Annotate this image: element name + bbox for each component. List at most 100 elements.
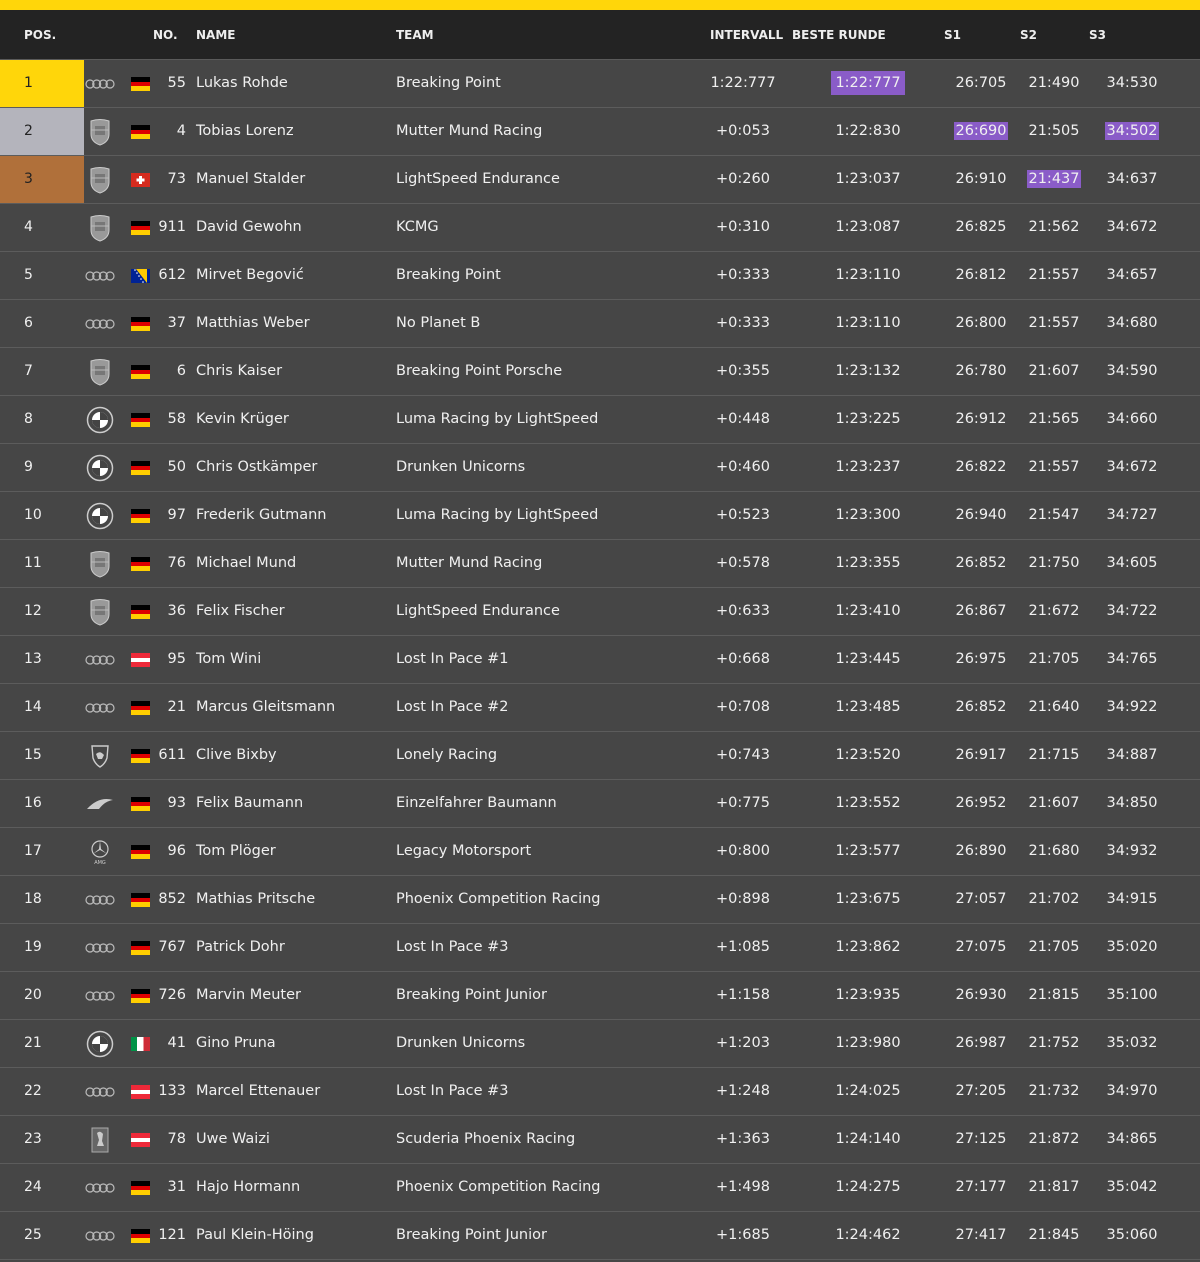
table-row[interactable]: 23 78 Uwe Waizi Scuderia Phoenix Racing +1:3… bbox=[0, 1116, 1200, 1164]
table-row[interactable]: 21 41 Gino Pruna Drunken Unicorns +1:203 1:23… bbox=[0, 1020, 1200, 1068]
col-no[interactable]: NO. bbox=[153, 28, 178, 42]
col-team[interactable]: TEAM bbox=[396, 28, 434, 42]
team-name[interactable]: Scuderia Phoenix Racing bbox=[396, 1131, 576, 1147]
team-name[interactable]: LightSpeed Endurance bbox=[396, 171, 560, 187]
driver-name[interactable]: Mathias Pritsche bbox=[196, 891, 316, 907]
sector-3: 35:020 bbox=[1097, 939, 1167, 955]
table-row[interactable]: 1 55 Lukas Rohde Breaking Point 1:22:777 1:22… bbox=[0, 60, 1200, 108]
position: 4 bbox=[24, 219, 33, 235]
team-name[interactable]: Lost In Pace #3 bbox=[396, 1083, 509, 1099]
col-best-lap[interactable]: BESTE RUNDE bbox=[792, 28, 886, 42]
table-row[interactable]: 24 31 Hajo Hormann Phoenix Competition Raci… bbox=[0, 1164, 1200, 1212]
sector-2-value: 21:547 bbox=[1028, 507, 1080, 523]
driver-name[interactable]: Kevin Krüger bbox=[196, 411, 289, 427]
driver-name[interactable]: Marcus Gleitsmann bbox=[196, 699, 336, 715]
sector-2-value: 21:817 bbox=[1028, 1179, 1080, 1195]
table-row[interactable]: 17 AMG 96 Tom Plöger Legacy Motorsport +0:800… bbox=[0, 828, 1200, 876]
team-name[interactable]: Einzelfahrer Baumann bbox=[396, 795, 557, 811]
driver-name[interactable]: Frederik Gutmann bbox=[196, 507, 327, 523]
position: 10 bbox=[24, 507, 42, 523]
team-name[interactable]: Lost In Pace #2 bbox=[396, 699, 509, 715]
team-name[interactable]: Breaking Point bbox=[396, 75, 501, 91]
col-interval[interactable]: INTERVALL bbox=[710, 28, 784, 42]
driver-name[interactable]: Gino Pruna bbox=[196, 1035, 276, 1051]
interval-value: +0:053 bbox=[716, 123, 770, 139]
table-row[interactable]: 16 93 Felix Baumann Einzelfahrer Baumann +0:… bbox=[0, 780, 1200, 828]
driver-name[interactable]: Chris Kaiser bbox=[196, 363, 283, 379]
team-name[interactable]: Legacy Motorsport bbox=[396, 843, 532, 859]
car-number: 6 bbox=[176, 363, 186, 379]
table-row[interactable]: 19 767 Patrick Dohr Lost In Pace #3 +1:085 1:… bbox=[0, 924, 1200, 972]
driver-name[interactable]: Felix Baumann bbox=[196, 795, 304, 811]
table-row[interactable]: 14 21 Marcus Gleitsmann Lost In Pace #2 +0:7… bbox=[0, 684, 1200, 732]
driver-name[interactable]: Hajo Hormann bbox=[196, 1179, 301, 1195]
table-row[interactable]: 12 36 Felix Fischer LightSpeed Endurance +0:… bbox=[0, 588, 1200, 636]
table-row[interactable]: 3 73 Manuel Stalder LightSpeed Endurance +0:… bbox=[0, 156, 1200, 204]
team-name[interactable]: Mutter Mund Racing bbox=[396, 123, 543, 139]
team-name[interactable]: Luma Racing by LightSpeed bbox=[396, 411, 599, 427]
team-name[interactable]: Lost In Pace #1 bbox=[396, 651, 509, 667]
interval: +1:158 bbox=[703, 987, 783, 1003]
driver-name[interactable]: Felix Fischer bbox=[196, 603, 285, 619]
table-row[interactable]: 22 133 Marcel Ettenauer Lost In Pace #3 +1:2… bbox=[0, 1068, 1200, 1116]
driver-name[interactable]: Tom Wini bbox=[196, 651, 262, 667]
table-row[interactable]: 7 6 Chris Kaiser Breaking Point Porsche +0:3… bbox=[0, 348, 1200, 396]
team-name[interactable]: Drunken Unicorns bbox=[396, 1035, 526, 1051]
table-row[interactable]: 11 76 Michael Mund Mutter Mund Racing +0:578… bbox=[0, 540, 1200, 588]
col-pos[interactable]: POS. bbox=[24, 28, 57, 42]
team-name[interactable]: Breaking Point Porsche bbox=[396, 363, 563, 379]
driver-name[interactable]: Uwe Waizi bbox=[196, 1131, 270, 1147]
position: 24 bbox=[24, 1179, 42, 1195]
driver-name[interactable]: Manuel Stalder bbox=[196, 171, 306, 187]
driver-name[interactable]: Paul Klein-Höing bbox=[196, 1227, 314, 1243]
table-row[interactable]: 9 50 Chris Ostkämper Drunken Unicorns +0:460… bbox=[0, 444, 1200, 492]
table-row[interactable]: 10 97 Frederik Gutmann Luma Racing by Light… bbox=[0, 492, 1200, 540]
table-row[interactable]: 20 726 Marvin Meuter Breaking Point Junior +… bbox=[0, 972, 1200, 1020]
driver-name[interactable]: Chris Ostkämper bbox=[196, 459, 318, 475]
team-name[interactable]: Lonely Racing bbox=[396, 747, 498, 763]
driver-name[interactable]: Clive Bixby bbox=[196, 747, 277, 763]
team-name[interactable]: Breaking Point bbox=[396, 267, 501, 283]
team-name[interactable]: LightSpeed Endurance bbox=[396, 603, 560, 619]
table-row[interactable]: 8 58 Kevin Krüger Luma Racing by LightSpeed… bbox=[0, 396, 1200, 444]
col-s3[interactable]: S3 bbox=[1089, 28, 1106, 42]
sector-3: 34:590 bbox=[1097, 363, 1167, 379]
team-name[interactable]: Lost In Pace #3 bbox=[396, 939, 509, 955]
sector-3-value: 34:530 bbox=[1106, 75, 1158, 91]
driver-name[interactable]: Marvin Meuter bbox=[196, 987, 301, 1003]
table-row[interactable]: 6 37 Matthias Weber No Planet B +0:333 1:23:1… bbox=[0, 300, 1200, 348]
driver-name[interactable]: Lukas Rohde bbox=[196, 75, 288, 91]
driver-name[interactable]: David Gewohn bbox=[196, 219, 302, 235]
table-row[interactable]: 4 911 David Gewohn KCMG +0:310 1:23:087 26:825… bbox=[0, 204, 1200, 252]
position: 19 bbox=[24, 939, 42, 955]
driver-name[interactable]: Michael Mund bbox=[196, 555, 297, 571]
team-name[interactable]: Phoenix Competition Racing bbox=[396, 891, 601, 907]
table-row[interactable]: 5 612 Mirvet Begović Breaking Point +0:333 1:… bbox=[0, 252, 1200, 300]
col-s2[interactable]: S2 bbox=[1020, 28, 1037, 42]
driver-name[interactable]: Tobias Lorenz bbox=[196, 123, 294, 139]
driver-name[interactable]: Mirvet Begović bbox=[196, 267, 304, 283]
driver-name[interactable]: Tom Plöger bbox=[196, 843, 276, 859]
interval: +1:685 bbox=[703, 1227, 783, 1243]
driver-name[interactable]: Matthias Weber bbox=[196, 315, 310, 331]
position: 6 bbox=[24, 315, 33, 331]
table-row[interactable]: 13 95 Tom Wini Lost In Pace #1 +0:668 1:23:44… bbox=[0, 636, 1200, 684]
col-s1[interactable]: S1 bbox=[944, 28, 961, 42]
table-row[interactable]: 25 121 Paul Klein-Höing Breaking Point Juni… bbox=[0, 1212, 1200, 1260]
table-row[interactable]: 18 852 Mathias Pritsche Phoenix Competition… bbox=[0, 876, 1200, 924]
driver-name[interactable]: Patrick Dohr bbox=[196, 939, 285, 955]
team-name[interactable]: KCMG bbox=[396, 219, 439, 235]
team-name[interactable]: Mutter Mund Racing bbox=[396, 555, 543, 571]
driver-name[interactable]: Marcel Ettenauer bbox=[196, 1083, 321, 1099]
table-row[interactable]: 2 4 Tobias Lorenz Mutter Mund Racing +0:053 1… bbox=[0, 108, 1200, 156]
team-name[interactable]: Breaking Point Junior bbox=[396, 1227, 547, 1243]
porsche-logo-icon bbox=[84, 215, 116, 242]
best-lap-value: 1:23:485 bbox=[835, 699, 901, 715]
team-name[interactable]: Breaking Point Junior bbox=[396, 987, 547, 1003]
team-name[interactable]: Luma Racing by LightSpeed bbox=[396, 507, 599, 523]
col-name[interactable]: NAME bbox=[196, 28, 236, 42]
table-row[interactable]: 15 611 Clive Bixby Lonely Racing +0:743 1:23:… bbox=[0, 732, 1200, 780]
team-name[interactable]: Phoenix Competition Racing bbox=[396, 1179, 601, 1195]
team-name[interactable]: Drunken Unicorns bbox=[396, 459, 526, 475]
team-name[interactable]: No Planet B bbox=[396, 315, 481, 331]
